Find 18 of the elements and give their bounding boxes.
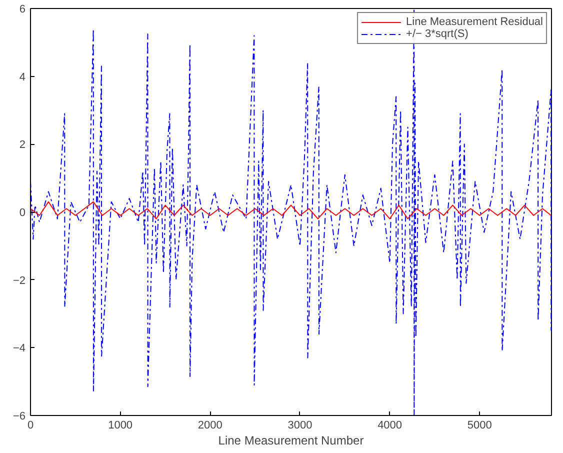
line-series xyxy=(30,201,552,220)
line-series xyxy=(30,8,552,416)
x-axis-title: Line Measurement Number xyxy=(218,434,364,448)
x-tick-label: 0 xyxy=(27,420,34,432)
x-tick-label: 2000 xyxy=(198,420,222,432)
x-tick-label: 5000 xyxy=(467,420,492,432)
x-tick-label: 4000 xyxy=(378,420,402,432)
y-tick-label: 2 xyxy=(19,139,26,152)
y-tick-label: −6 xyxy=(12,410,26,422)
x-tick-label: 1000 xyxy=(108,420,133,432)
y-tick-label: 0 xyxy=(19,207,26,219)
legend-label: +/− 3*sqrt(S) xyxy=(406,28,468,40)
y-tick-label: −2 xyxy=(12,274,26,287)
y-tick-label: −4 xyxy=(12,342,26,355)
x-tick-label: 3000 xyxy=(288,420,312,432)
y-tick-label: 4 xyxy=(19,71,26,84)
legend-label: Line Measurement Residual xyxy=(406,16,543,28)
y-tick-label: 6 xyxy=(19,4,26,16)
